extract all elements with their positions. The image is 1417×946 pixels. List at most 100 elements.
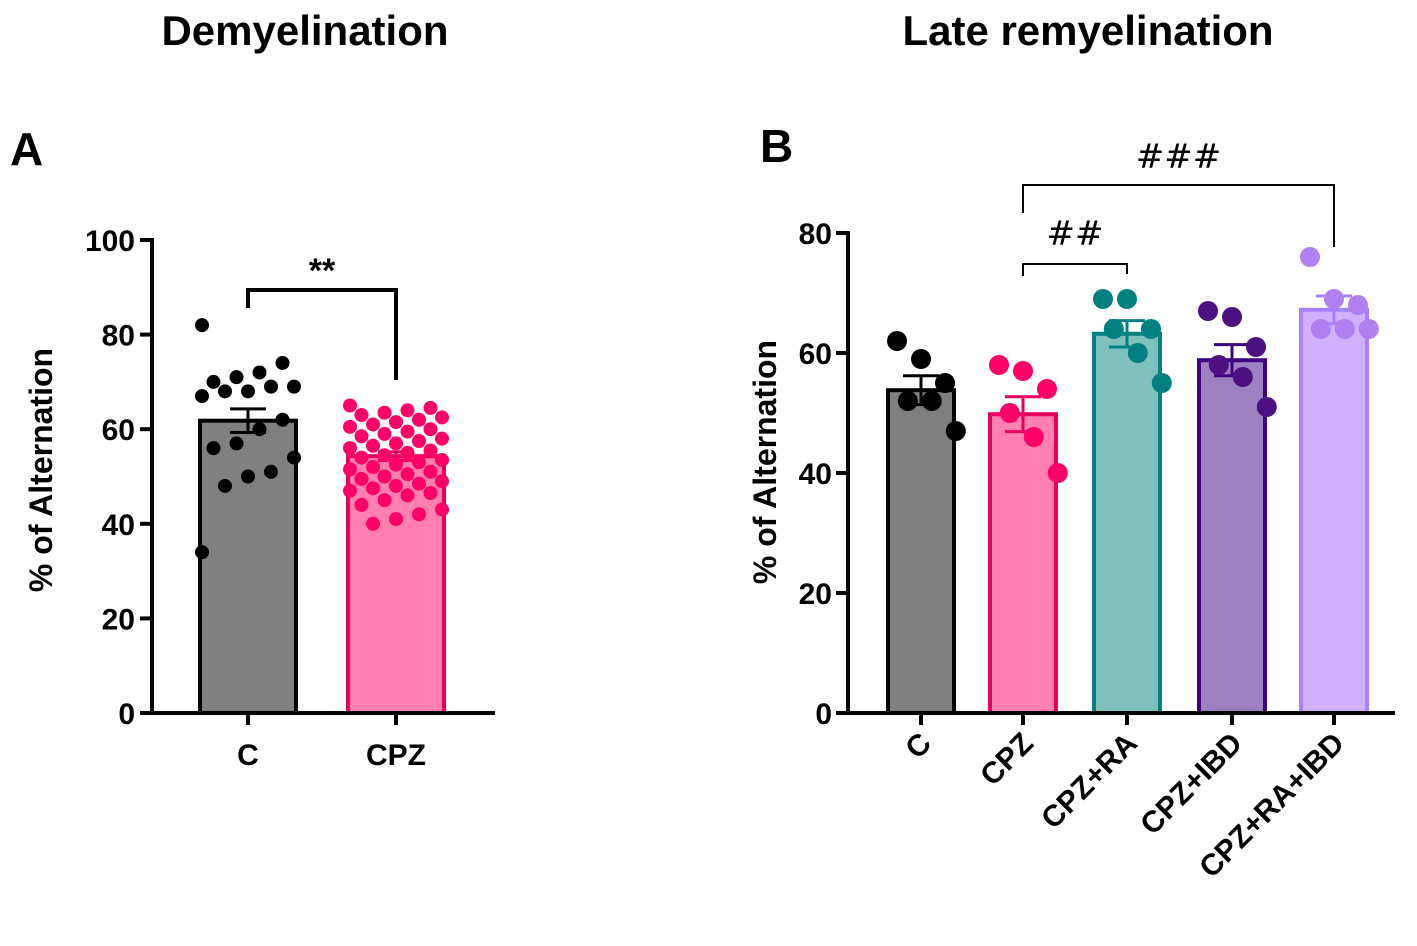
panel-a-point-1-9 (343, 419, 357, 434)
panel-a-point-0-10 (275, 412, 290, 427)
panel-b-bar-1 (988, 412, 1058, 715)
panel-a-point-1-39 (377, 493, 392, 508)
panel-b-point-4-1 (1324, 289, 1344, 309)
panel-b-point-4-0 (1300, 247, 1320, 267)
panel-a-point-1-3 (377, 405, 392, 420)
panel-b-category-label-0: C (899, 727, 938, 766)
panel-b-point-0-0 (887, 331, 907, 351)
panel-b-point-3-4 (1232, 367, 1253, 387)
panel-b-point-1-1 (1013, 361, 1033, 381)
panel-b-y-tick-label-4: 80 (799, 218, 832, 251)
panel-a-y-tick-label-3: 60 (102, 414, 135, 447)
panel-a-point-0-16 (241, 469, 255, 484)
panel-b-comparison-label-0: ## (1047, 214, 1104, 254)
panel-a-letter: A (10, 123, 43, 175)
panel-b-point-2-0 (1093, 289, 1113, 309)
panel-b-point-0-5 (945, 421, 966, 441)
panel-b-point-4-4 (1334, 319, 1355, 339)
panel-b-point-4-3 (1310, 319, 1331, 339)
panel-b-point-0-1 (911, 349, 931, 369)
panel-a-point-1-35 (366, 481, 380, 496)
panel-a-point-1-27 (343, 462, 357, 477)
panel-b-point-4-5 (1358, 319, 1379, 339)
panel-b-y-tick-label-2: 40 (799, 458, 832, 491)
panel-a-point-1-43 (389, 512, 403, 527)
panel-b-point-3-1 (1222, 307, 1242, 327)
panel-a-point-0-9 (195, 389, 209, 404)
panel-a-point-1-31 (354, 471, 369, 486)
panel-b-point-4-2 (1348, 295, 1368, 315)
panel-a-point-0-7 (241, 384, 255, 399)
panel-a-y-tick-label-0: 0 (118, 698, 135, 731)
panel-b-comparison-bracket-1 (1022, 184, 1335, 247)
panel-a-point-1-15 (412, 434, 426, 449)
panel-a-point-1-0 (343, 398, 357, 413)
panel-a-point-1-37 (423, 486, 438, 501)
panel-a-point-1-29 (400, 467, 415, 482)
panel-a-point-1-32 (435, 474, 449, 489)
panel-b-point-3-0 (1198, 301, 1218, 321)
panel-b-point-3-5 (1256, 397, 1277, 417)
panel-a-point-1-23 (435, 452, 449, 467)
panel-a-point-1-22 (354, 450, 369, 465)
panel-b-title: Late remyelination (902, 7, 1273, 54)
panel-b-point-1-4 (1023, 427, 1044, 447)
panel-a-category-label-1: CPZ (366, 739, 426, 772)
panel-b-point-1-5 (1047, 463, 1068, 483)
panel-a-point-0-11 (252, 422, 267, 437)
panel-a-title: Demyelination (161, 7, 448, 54)
panel-a-comparison-label-0: ** (309, 252, 336, 290)
panel-b-point-1-0 (989, 355, 1009, 375)
panel-b-point-3-3 (1208, 355, 1229, 375)
panel-a-comparison-bracket-0 (246, 288, 398, 380)
panel-b-letter: B (760, 120, 793, 172)
panel-b-point-0-4 (921, 391, 942, 411)
panel-a-point-1-30 (377, 469, 392, 484)
panel-a-point-0-15 (264, 464, 278, 479)
panel-a-point-1-5 (435, 410, 449, 425)
panel-b-point-1-3 (999, 403, 1020, 423)
panel-a-point-1-36 (343, 483, 357, 498)
panel-b-y-tick-label-1: 20 (799, 578, 832, 611)
panel-b-bar-3 (1197, 358, 1267, 715)
panel-b-category-label-2: CPZ+RA (1035, 727, 1144, 836)
panel-a-point-1-6 (412, 412, 426, 427)
panel-b-y-tick-label-3: 60 (799, 338, 832, 371)
panel-a-point-0-13 (206, 441, 221, 456)
panel-b-category-label-1: CPZ (974, 727, 1040, 793)
panel-a-point-0-18 (195, 545, 209, 560)
panel-a-point-1-24 (412, 455, 426, 470)
panel-a-y-tick-label-5: 100 (85, 225, 135, 258)
panel-a-point-0-6 (264, 379, 278, 394)
panel-a-point-1-12 (377, 426, 392, 441)
panel-b-point-2-4 (1127, 343, 1148, 363)
panel-a: Demyelination A % of Alternation C CPZ 0 20 40 6… (10, 7, 495, 772)
panel-a-point-1-28 (423, 464, 438, 479)
panel-a-point-1-11 (400, 424, 415, 439)
panel-a-point-1-21 (377, 448, 392, 463)
panel-a-point-1-10 (423, 422, 438, 437)
panel-a-y-tick-label-4: 80 (102, 320, 135, 353)
panel-b-bar-2 (1092, 331, 1162, 715)
panel-a-point-0-5 (287, 379, 301, 394)
panel-b-point-3-2 (1246, 337, 1266, 357)
panel-b-y-axis-label: % of Alternation (747, 340, 783, 584)
panel-a-point-1-19 (423, 443, 438, 458)
panel-a-point-0-8 (218, 384, 232, 399)
panel-a-point-0-0 (195, 318, 209, 333)
panel-a-point-0-14 (287, 450, 301, 465)
panel-a-point-0-4 (206, 374, 221, 389)
panel-a-y-tick-label-1: 20 (102, 603, 135, 636)
panel-a-point-1-13 (354, 429, 369, 444)
panel-b-comparison-label-1: ### (1136, 137, 1221, 177)
panel-b-bar-4 (1299, 307, 1369, 715)
panel-b-point-1-2 (1037, 379, 1057, 399)
panel-a-point-1-42 (412, 507, 426, 522)
panel-a-point-1-2 (400, 403, 415, 418)
panel-a-point-0-3 (229, 370, 244, 385)
panel-b: Late remyelination B % of Alternation C CPZC… (747, 7, 1395, 884)
panel-a-bar-0 (198, 418, 298, 715)
panel-a-y-tick-label-2: 40 (102, 509, 135, 542)
panel-a-point-1-16 (389, 436, 403, 451)
